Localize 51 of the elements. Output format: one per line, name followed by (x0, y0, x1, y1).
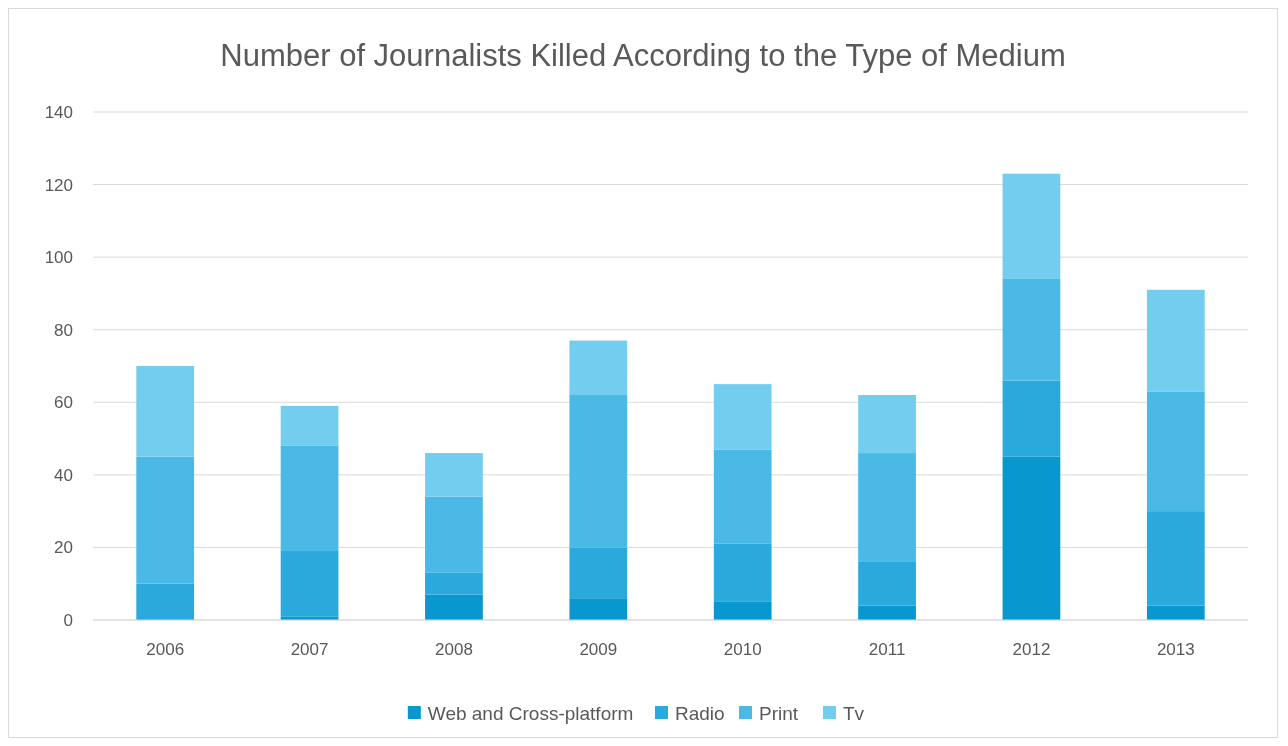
bar (136, 366, 195, 457)
bar (858, 453, 916, 562)
y-tick-label: 100 (44, 248, 73, 268)
legend-label: Tv (843, 702, 865, 724)
legend-label: Radio (675, 702, 725, 724)
y-tick-label: 140 (44, 102, 73, 122)
bar (280, 445, 339, 552)
y-tick-label: 60 (54, 393, 73, 413)
bar (1146, 605, 1205, 620)
bar (425, 453, 483, 497)
bar (569, 598, 628, 620)
legend-label: Web and Cross-platform (427, 702, 634, 724)
bar (569, 395, 628, 548)
legend-label: Print (759, 702, 799, 724)
bar (136, 456, 195, 584)
y-tick-label: 0 (63, 610, 73, 630)
bar (1146, 511, 1205, 606)
x-tick-label: 2008 (435, 640, 473, 659)
bar (858, 561, 916, 606)
bar (280, 405, 339, 446)
y-tick-label: 20 (54, 538, 73, 558)
bar (280, 551, 339, 617)
y-tick-label: 80 (54, 320, 73, 340)
x-tick-label: 2007 (290, 640, 329, 659)
bar (1002, 456, 1061, 620)
x-tick-label: 2009 (579, 640, 618, 659)
x-tick-label: 2010 (723, 640, 762, 659)
x-tick-label: 2012 (1012, 640, 1051, 659)
bar (1146, 289, 1205, 392)
bar (858, 605, 916, 620)
bar (425, 496, 483, 573)
bar (1002, 380, 1061, 457)
bar (1146, 391, 1205, 512)
bar (425, 594, 483, 620)
bar (713, 449, 772, 544)
bar (713, 601, 772, 620)
x-tick-label: 2013 (1156, 640, 1195, 659)
bar (569, 340, 628, 396)
bar (1002, 173, 1061, 279)
x-tick-label: 2006 (146, 640, 185, 659)
y-tick-label: 120 (44, 175, 73, 195)
bar (713, 384, 772, 450)
y-tick-label: 40 (54, 465, 73, 485)
chart-title: Number of Journalists Killed According to the Type of Medium (220, 38, 1066, 73)
bar (136, 583, 195, 620)
bar (858, 395, 916, 454)
bar (569, 547, 628, 599)
bar (1002, 278, 1061, 381)
bar (425, 572, 483, 595)
bar (713, 543, 772, 602)
x-tick-label: 2011 (868, 640, 906, 659)
